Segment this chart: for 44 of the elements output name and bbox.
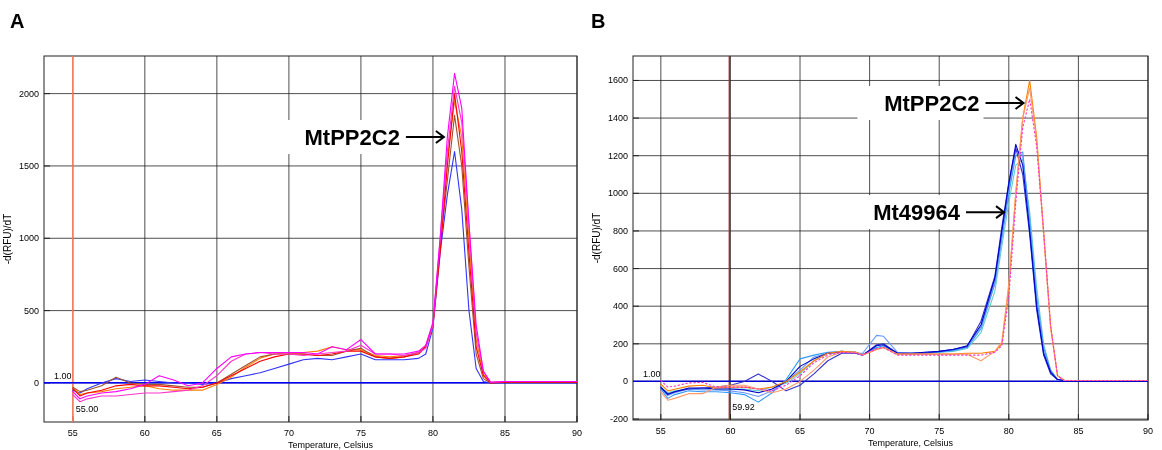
y-axis-title: -d(RFU)/dT xyxy=(591,212,602,264)
ref-line-label: 1.00 xyxy=(643,369,661,380)
x-axis-title: Temperature, Celsius xyxy=(287,440,374,450)
y-axis-title: -d(RFU)/dT xyxy=(2,213,13,265)
y-tick-label: 200 xyxy=(612,338,628,349)
x-tick-label: 90 xyxy=(1142,426,1154,436)
x-tick-label: 85 xyxy=(499,428,510,438)
x-tick-label: 85 xyxy=(1073,426,1084,436)
x-tick-label: 55 xyxy=(655,426,666,436)
x-tick-label: 80 xyxy=(1003,426,1014,436)
y-tick-label: 400 xyxy=(612,301,628,312)
y-tick-label: -200 xyxy=(609,414,628,425)
y-tick-label: 1200 xyxy=(607,150,628,161)
y-tick-label: 1500 xyxy=(18,160,39,171)
ref-line-label: 59.92 xyxy=(732,402,755,412)
x-tick-label: 75 xyxy=(355,428,366,438)
ref-line-label: 55.00 xyxy=(75,404,99,414)
y-tick-label: 1400 xyxy=(607,113,628,124)
y-tick-label: 2000 xyxy=(18,88,39,99)
x-tick-label: 70 xyxy=(283,428,294,438)
y-tick-label: 1600 xyxy=(607,75,628,86)
annotation: MtPP2C2 xyxy=(884,91,980,117)
x-tick-label: 60 xyxy=(139,428,150,438)
x-axis-title: Temperature, Celsius xyxy=(867,438,954,448)
x-tick-label: 60 xyxy=(725,426,736,436)
y-tick-label: 0 xyxy=(33,377,39,388)
x-tick-label: 75 xyxy=(934,426,945,436)
y-tick-label: 1000 xyxy=(607,188,628,199)
annotation: Mt49964 xyxy=(873,200,961,226)
y-tick-label: 500 xyxy=(23,305,39,316)
chart-title: B xyxy=(591,10,606,32)
x-tick-label: 65 xyxy=(211,428,222,438)
ref-line-label: 1.00 xyxy=(54,370,72,381)
annotation: MtPP2C2 xyxy=(304,125,400,151)
x-tick-label: 70 xyxy=(864,426,875,436)
y-tick-label: 800 xyxy=(612,225,628,236)
y-tick-label: 600 xyxy=(612,263,628,274)
x-tick-label: 65 xyxy=(795,426,806,436)
y-tick-label: 1000 xyxy=(18,233,39,244)
x-tick-label: 80 xyxy=(427,428,438,438)
y-tick-label: 0 xyxy=(622,376,628,387)
x-tick-label: 90 xyxy=(571,428,583,438)
x-tick-label: 55 xyxy=(67,428,78,438)
chart-title: A xyxy=(10,10,25,32)
